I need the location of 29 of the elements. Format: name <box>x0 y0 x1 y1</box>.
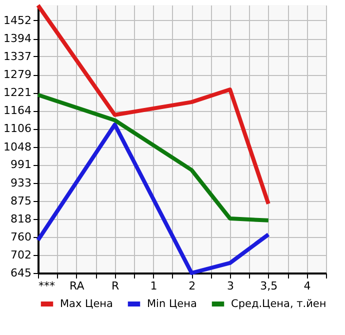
y-tick-label: 1106 <box>4 122 32 136</box>
legend-label: Max Цена <box>60 298 113 310</box>
y-tick-label: 1048 <box>4 140 32 154</box>
x-tick-label: 1 <box>150 280 158 292</box>
y-tick-label: 1221 <box>4 86 32 100</box>
line-series <box>36 122 270 275</box>
x-tick-label: 2 <box>188 280 196 292</box>
y-tick-label: 991 <box>10 158 32 172</box>
y-tick-label: 702 <box>10 248 32 262</box>
y-tick-label: 760 <box>10 230 32 244</box>
y-tick-label: 1164 <box>4 104 32 118</box>
x-tick-label: R <box>111 280 120 292</box>
y-tick-label: 1452 <box>4 14 32 27</box>
y-tick-label: 933 <box>10 176 32 190</box>
y-tick-label: 1279 <box>4 68 32 82</box>
x-tick-label: *** <box>38 280 56 292</box>
y-tick-label: 1337 <box>4 50 32 63</box>
legend-label: Min Цена <box>147 298 197 310</box>
y-tick-label: 818 <box>10 212 32 226</box>
line-series <box>36 3 270 206</box>
x-tick-label: RA <box>70 280 85 292</box>
y-tick-label: 875 <box>10 194 32 208</box>
x-tick-label: 3,5 <box>260 280 278 292</box>
legend-label: Сред.Цена, т.йен <box>231 298 326 310</box>
line-series <box>36 92 270 222</box>
y-tick-label: 645 <box>10 266 32 280</box>
y-tick-label: 1394 <box>4 32 32 45</box>
x-tick-label: 3 <box>227 280 234 292</box>
x-tick-label: 4 <box>304 280 311 292</box>
